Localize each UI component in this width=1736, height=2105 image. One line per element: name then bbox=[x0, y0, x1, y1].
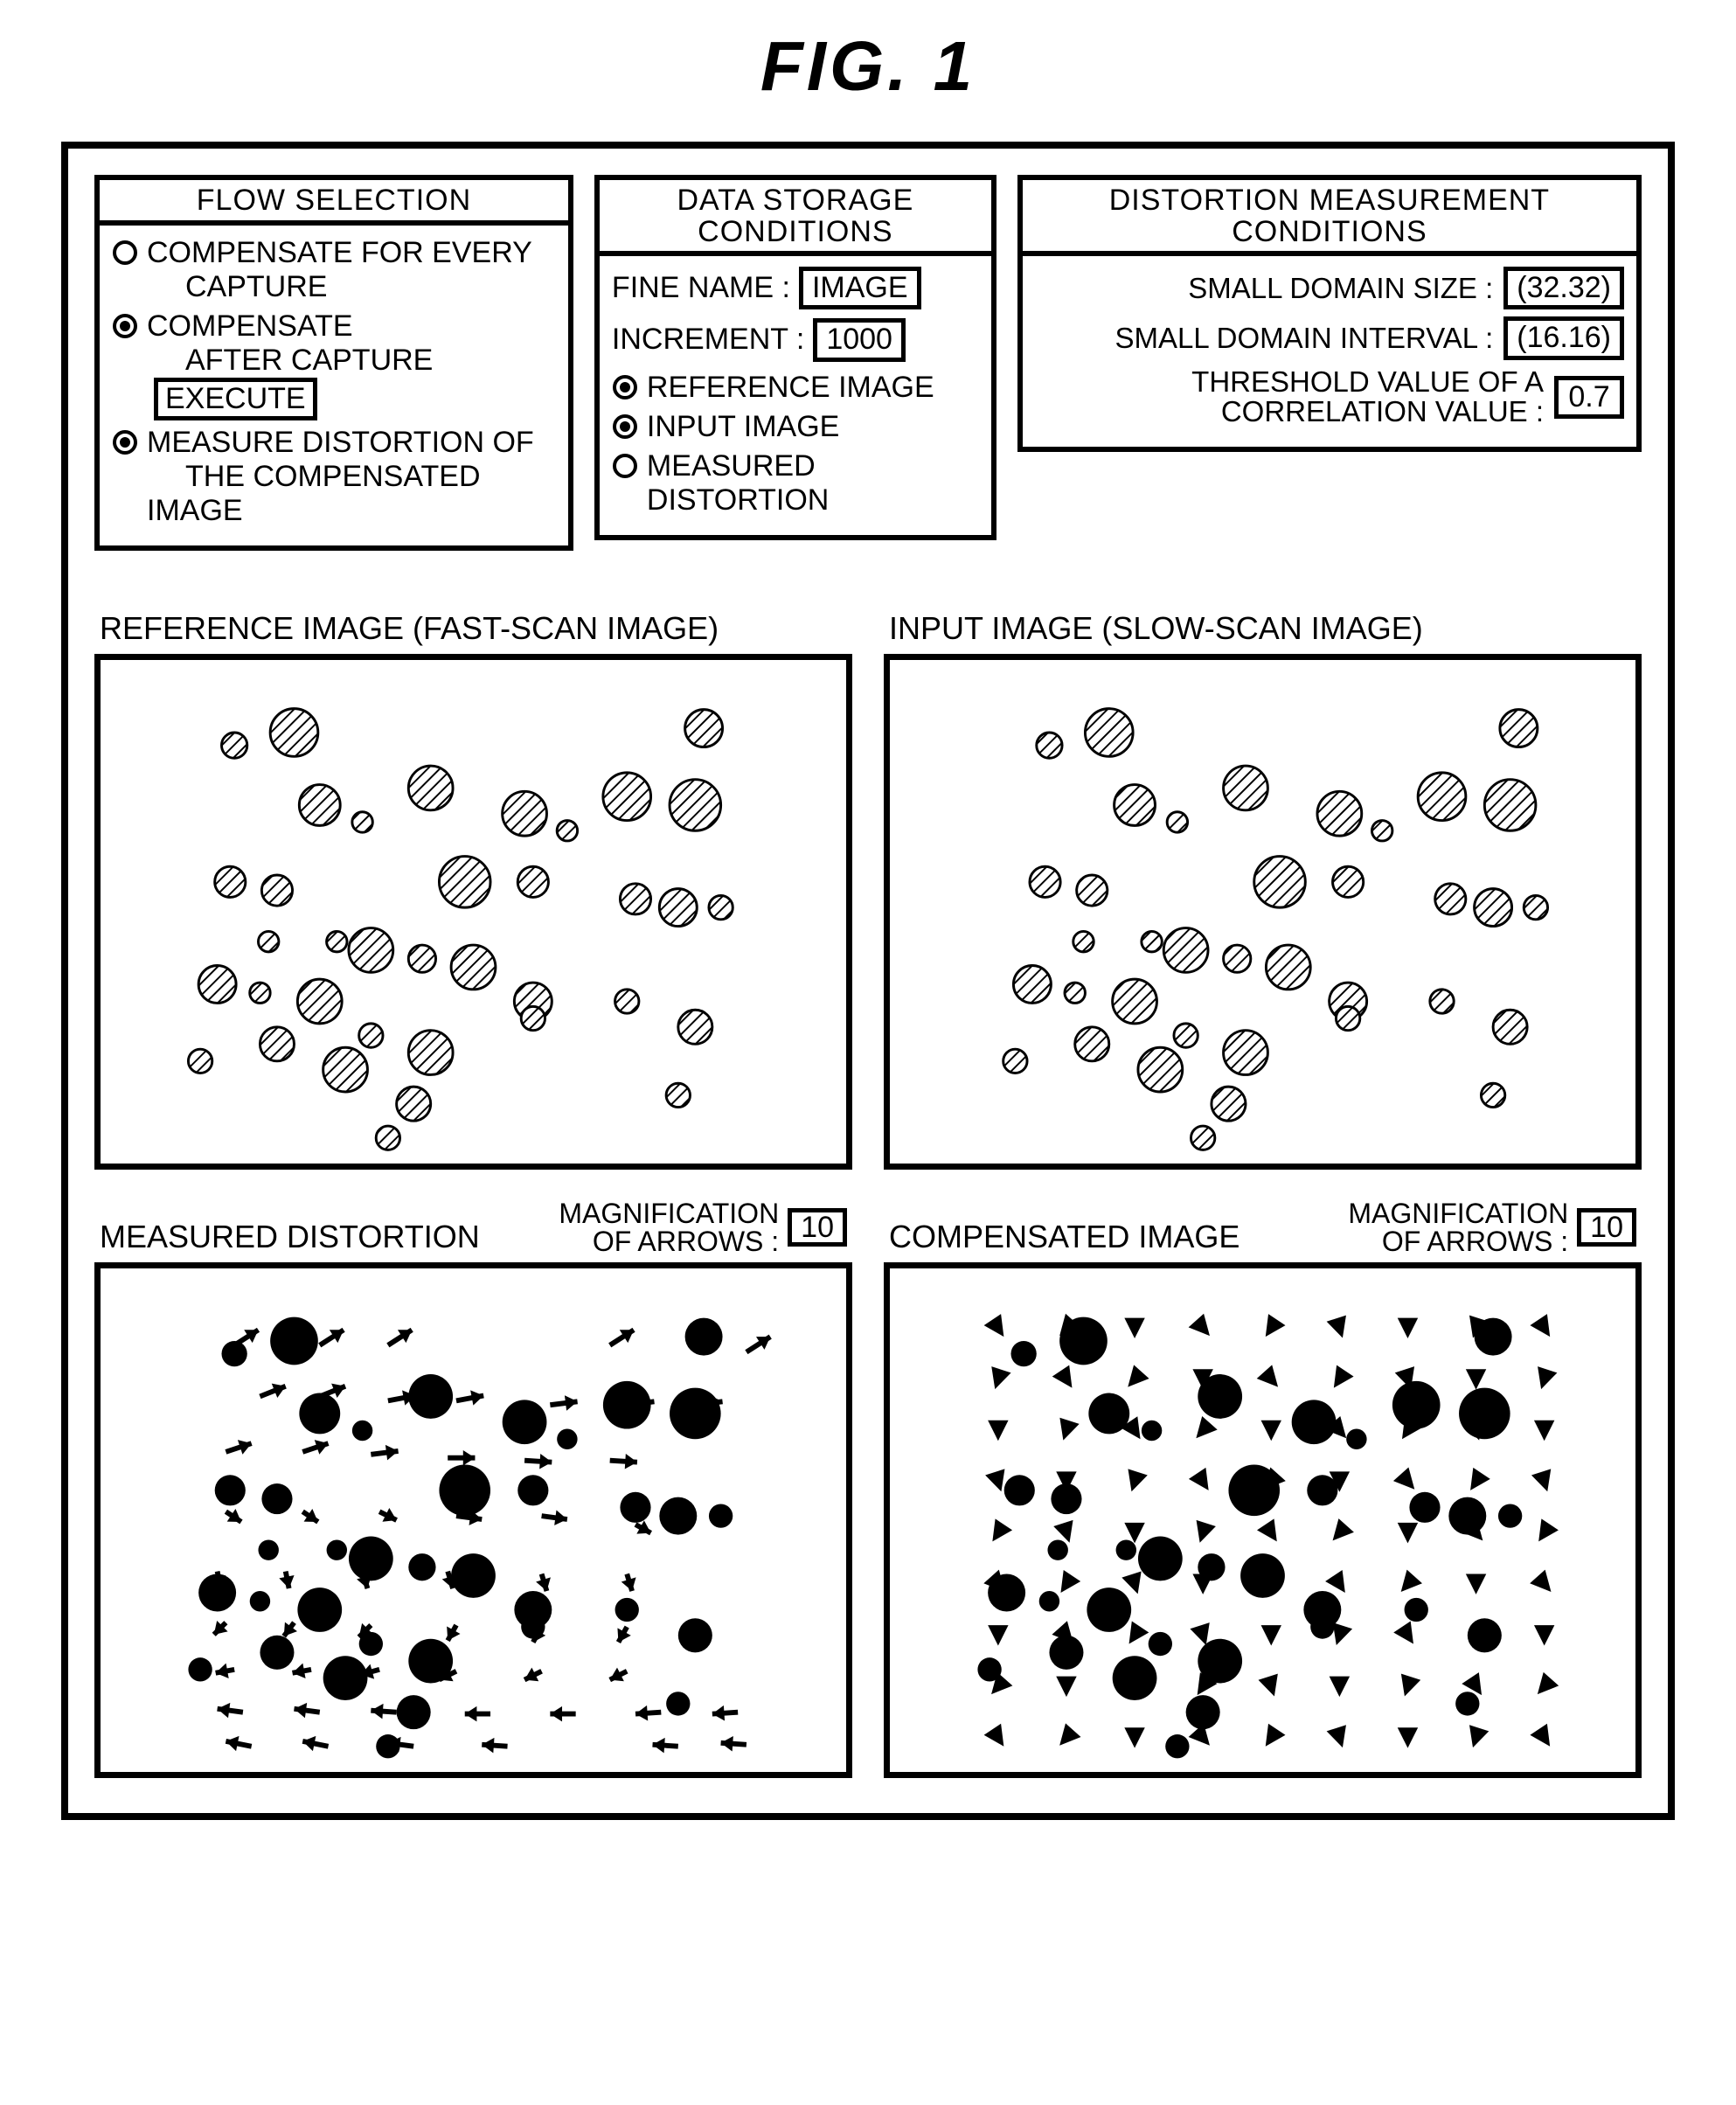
increment-input[interactable]: 1000 bbox=[813, 318, 906, 361]
measured-mag-input[interactable]: 10 bbox=[788, 1208, 847, 1247]
domain-size-input[interactable]: (32.32) bbox=[1503, 267, 1624, 309]
domain-size-row: SMALL DOMAIN SIZE : (32.32) bbox=[1035, 267, 1624, 309]
ds-option-3-label: MEASURED DISTORTION bbox=[647, 449, 979, 518]
threshold-label: THRESHOLD VALUE OF ACORRELATION VALUE : bbox=[1191, 367, 1544, 427]
radio-filled-icon bbox=[612, 413, 638, 440]
ds-option-1[interactable]: REFERENCE IMAGE bbox=[612, 371, 979, 405]
increment-label: INCREMENT : bbox=[612, 323, 804, 357]
radio-empty-icon bbox=[112, 240, 138, 266]
domain-interval-label: SMALL DOMAIN INTERVAL : bbox=[1115, 323, 1493, 354]
compensated-mag-input[interactable]: 10 bbox=[1577, 1208, 1636, 1247]
radio-filled-icon bbox=[612, 374, 638, 400]
radio-empty-icon bbox=[612, 453, 638, 479]
images-grid: REFERENCE IMAGE (FAST-SCAN IMAGE) INPUT … bbox=[94, 586, 1642, 1778]
domain-size-label: SMALL DOMAIN SIZE : bbox=[1188, 274, 1493, 304]
domain-interval-row: SMALL DOMAIN INTERVAL : (16.16) bbox=[1035, 316, 1624, 359]
flow-option-3[interactable]: MEASURE DISTORTION OF THE COMPENSATED IM… bbox=[112, 426, 556, 528]
flow-option-3-label: MEASURE DISTORTION OF THE COMPENSATED IM… bbox=[147, 426, 556, 528]
file-name-input[interactable]: IMAGE bbox=[799, 267, 921, 309]
domain-interval-input[interactable]: (16.16) bbox=[1503, 316, 1624, 359]
file-name-row: FINE NAME : IMAGE bbox=[612, 267, 979, 309]
compensated-image-display bbox=[884, 1262, 1642, 1778]
threshold-row: THRESHOLD VALUE OF ACORRELATION VALUE : … bbox=[1035, 367, 1624, 427]
distortion-conditions-panel: DISTORTION MEASUREMENTCONDITIONS SMALL D… bbox=[1017, 175, 1642, 452]
ds-option-1-label: REFERENCE IMAGE bbox=[647, 371, 934, 405]
increment-row: INCREMENT : 1000 bbox=[612, 318, 979, 361]
measured-distortion-cell: MEASURED DISTORTION MAGNIFICATIONOF ARRO… bbox=[94, 1194, 852, 1778]
compensated-image-cell: COMPENSATED IMAGE MAGNIFICATIONOF ARROWS… bbox=[884, 1194, 1642, 1778]
flow-selection-panel: FLOW SELECTION COMPENSATE FOR EVERY CAPT… bbox=[94, 175, 573, 551]
radio-filled-icon bbox=[112, 429, 138, 455]
figure-title: FIG. 1 bbox=[0, 0, 1736, 124]
measured-distortion-display bbox=[94, 1262, 852, 1778]
distortion-conditions-body: SMALL DOMAIN SIZE : (32.32) SMALL DOMAIN… bbox=[1023, 256, 1636, 446]
reference-image-title: REFERENCE IMAGE (FAST-SCAN IMAGE) bbox=[100, 610, 719, 647]
input-image-title: INPUT IMAGE (SLOW-SCAN IMAGE) bbox=[889, 610, 1423, 647]
controls-row: FLOW SELECTION COMPENSATE FOR EVERY CAPT… bbox=[94, 175, 1642, 551]
compensated-mag-label: MAGNIFICATIONOF ARROWS : bbox=[1348, 1199, 1568, 1255]
distortion-conditions-title: DISTORTION MEASUREMENTCONDITIONS bbox=[1023, 180, 1636, 256]
flow-option-1[interactable]: COMPENSATE FOR EVERY CAPTURE bbox=[112, 236, 556, 304]
data-storage-panel: DATA STORAGECONDITIONS FINE NAME : IMAGE… bbox=[594, 175, 996, 540]
flow-option-2-label: COMPENSATE AFTER CAPTURE EXECUTE bbox=[147, 309, 556, 420]
flow-selection-body: COMPENSATE FOR EVERY CAPTURE COMPENSATE … bbox=[100, 226, 568, 546]
flow-option-1-label: COMPENSATE FOR EVERY CAPTURE bbox=[147, 236, 556, 304]
execute-button[interactable]: EXECUTE bbox=[154, 378, 317, 420]
main-frame: FLOW SELECTION COMPENSATE FOR EVERY CAPT… bbox=[61, 142, 1675, 1820]
input-image-display bbox=[884, 654, 1642, 1170]
ds-option-2[interactable]: INPUT IMAGE bbox=[612, 410, 979, 444]
ds-option-2-label: INPUT IMAGE bbox=[647, 410, 839, 444]
threshold-input[interactable]: 0.7 bbox=[1554, 376, 1624, 419]
compensated-image-title: COMPENSATED IMAGE bbox=[889, 1219, 1240, 1255]
reference-image-cell: REFERENCE IMAGE (FAST-SCAN IMAGE) bbox=[94, 586, 852, 1170]
file-name-label: FINE NAME : bbox=[612, 271, 790, 305]
radio-filled-icon bbox=[112, 313, 138, 339]
input-image-cell: INPUT IMAGE (SLOW-SCAN IMAGE) bbox=[884, 586, 1642, 1170]
measured-mag-label: MAGNIFICATIONOF ARROWS : bbox=[559, 1199, 779, 1255]
flow-selection-title: FLOW SELECTION bbox=[100, 180, 568, 226]
data-storage-body: FINE NAME : IMAGE INCREMENT : 1000 REFER… bbox=[600, 256, 991, 535]
data-storage-title: DATA STORAGECONDITIONS bbox=[600, 180, 991, 256]
measured-distortion-title: MEASURED DISTORTION bbox=[100, 1219, 480, 1255]
reference-image-display bbox=[94, 654, 852, 1170]
ds-option-3[interactable]: MEASURED DISTORTION bbox=[612, 449, 979, 518]
flow-option-2[interactable]: COMPENSATE AFTER CAPTURE EXECUTE bbox=[112, 309, 556, 420]
